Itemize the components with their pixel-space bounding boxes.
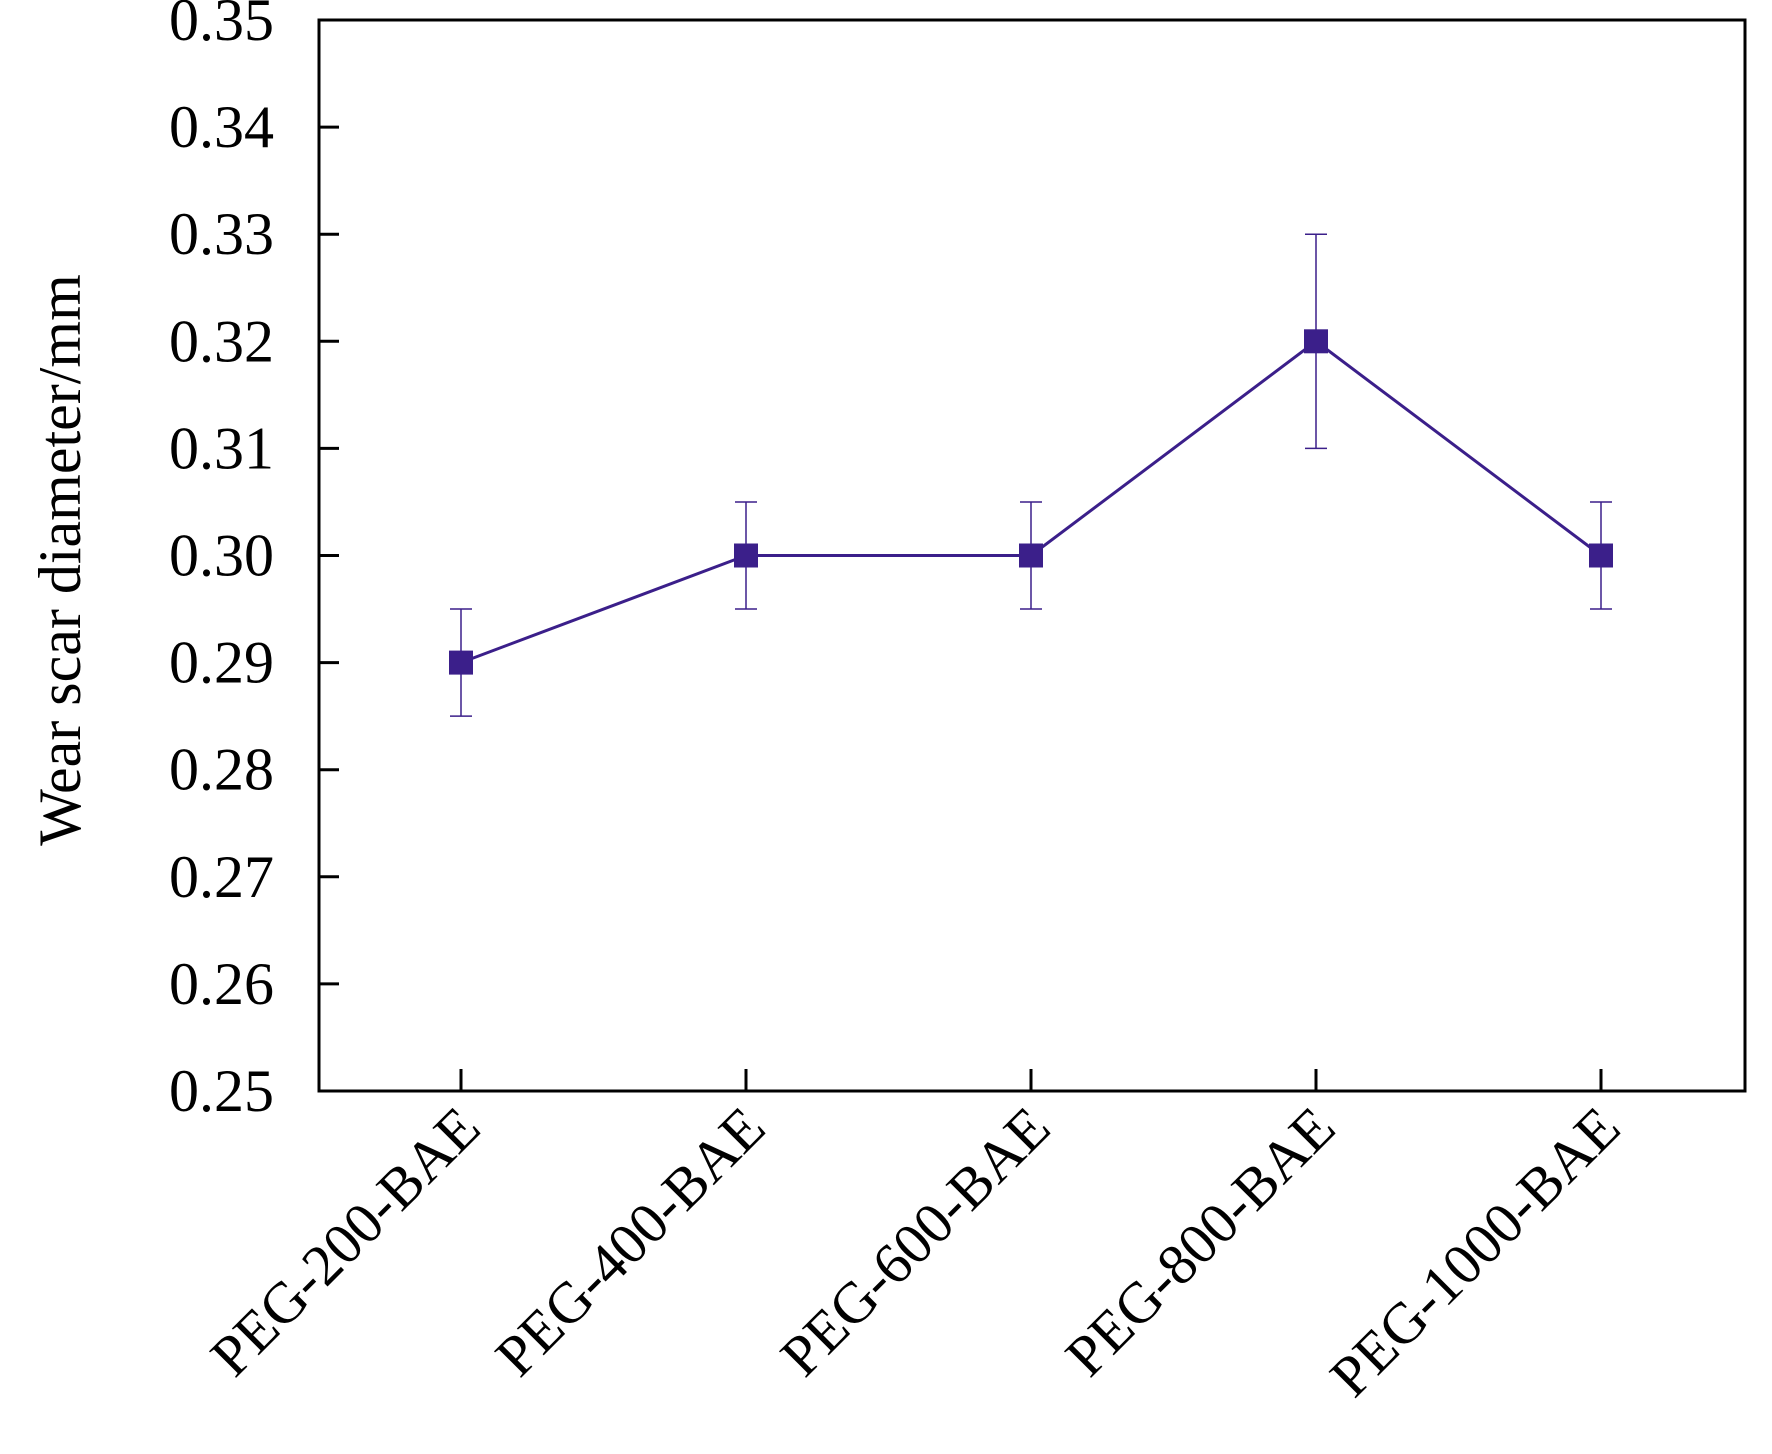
x-tick-label: PEG-600-BAE bbox=[768, 1094, 1062, 1388]
y-tick-label: 0.31 bbox=[169, 415, 274, 481]
y-axis: 0.25 0.26 0.27 0.28 0.29 0.30 0.31 0.32 0.33 0.34… bbox=[169, 0, 339, 1124]
x-tick-label: PEG-800-BAE bbox=[1053, 1094, 1347, 1388]
series-layer bbox=[449, 233, 1613, 717]
x-tick-label: PEG-200-BAE bbox=[198, 1094, 492, 1388]
y-tick-label: 0.33 bbox=[169, 201, 274, 267]
y-tick-label: 0.25 bbox=[169, 1058, 274, 1124]
data-point-marker bbox=[1589, 543, 1613, 568]
y-axis-title: Wear scar diameter/mm bbox=[27, 274, 93, 846]
x-axis: PEG-200-BAEPEG-400-BAEPEG-600-BAEPEG-800… bbox=[198, 1069, 1632, 1409]
x-tick-label: PEG-1000-BAE bbox=[1317, 1094, 1632, 1409]
y-tick-label: 0.35 bbox=[169, 0, 274, 53]
y-tick-label: 0.30 bbox=[169, 523, 274, 589]
y-tick-label: 0.28 bbox=[169, 737, 274, 803]
data-point-marker bbox=[1304, 329, 1328, 354]
y-tick-label: 0.29 bbox=[169, 630, 274, 696]
y-tick-label: 0.32 bbox=[169, 308, 274, 374]
y-tick-label: 0.26 bbox=[169, 951, 274, 1017]
data-point-marker bbox=[1019, 543, 1043, 568]
data-point-marker bbox=[734, 543, 758, 568]
y-tick-label: 0.27 bbox=[169, 844, 274, 910]
y-tick-label: 0.34 bbox=[169, 94, 274, 160]
data-point-marker bbox=[449, 650, 473, 675]
x-tick-label: PEG-400-BAE bbox=[483, 1094, 777, 1388]
